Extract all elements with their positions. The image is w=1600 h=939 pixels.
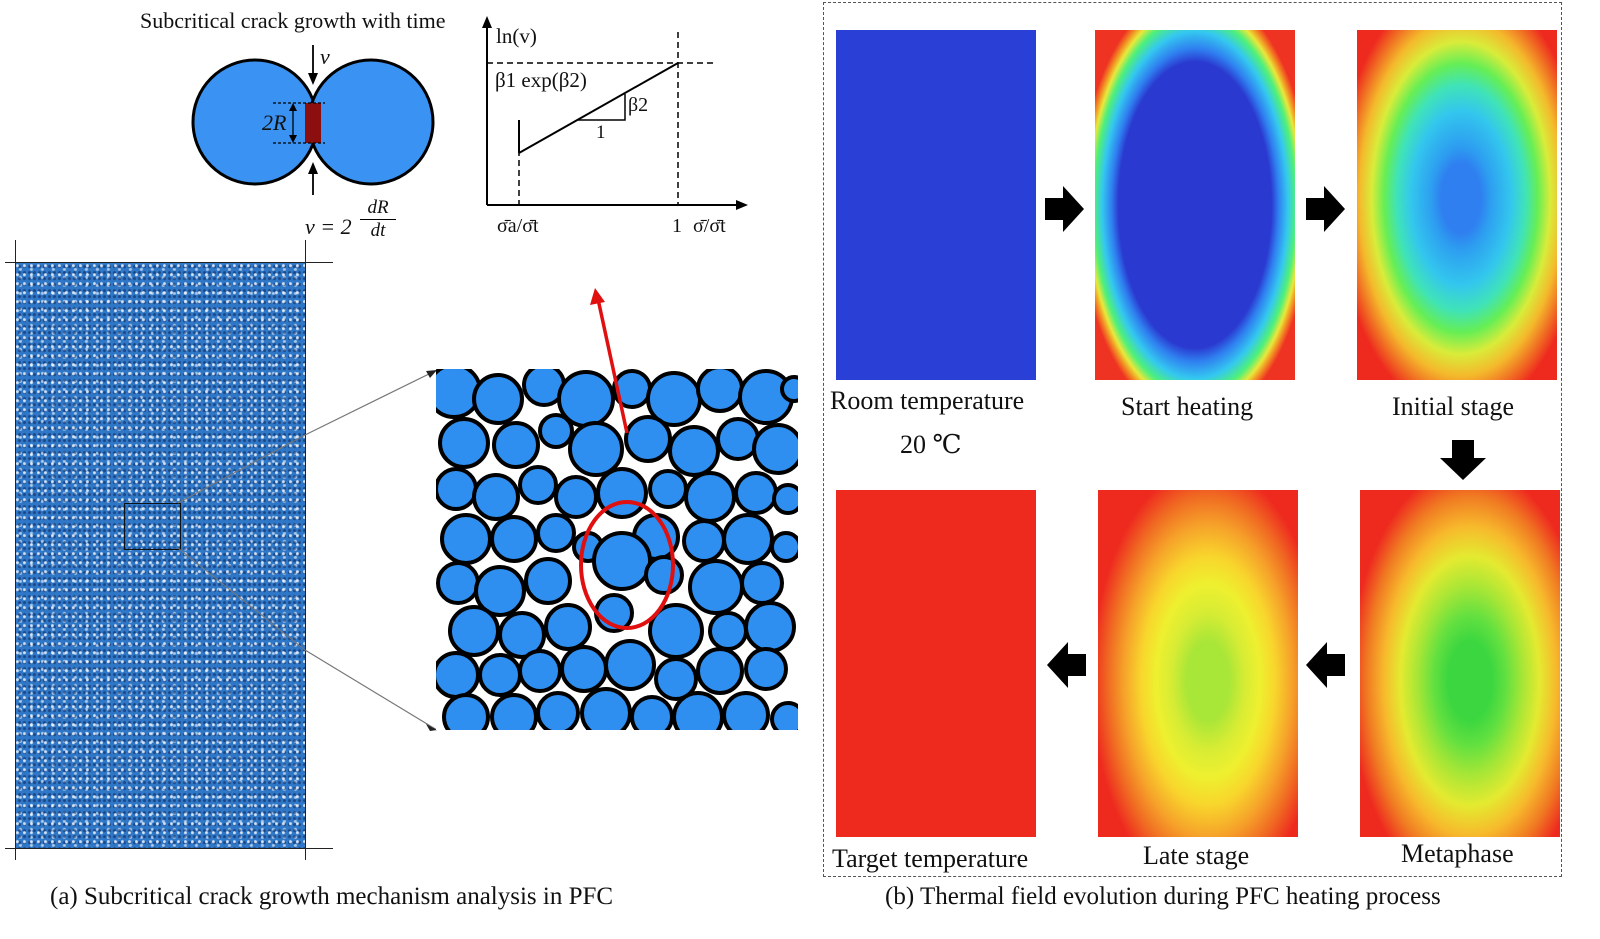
particle-bond-diagram	[191, 45, 435, 195]
field-room-temperature	[836, 30, 1036, 380]
field-late-stage	[1098, 490, 1298, 837]
field-initial-stage	[1357, 30, 1557, 380]
highlight-arrow	[590, 288, 629, 434]
label-metaphase: Metaphase	[1401, 839, 1514, 868]
particle	[744, 647, 788, 691]
graph-slope-label: β2	[628, 94, 649, 116]
platen-bottom-line	[5, 848, 333, 849]
graph-x-label: σ̄/σ̄t	[693, 215, 726, 237]
graph-run-label: 1	[596, 122, 606, 143]
velocity-formula: v = 2	[305, 214, 352, 239]
particle	[672, 691, 724, 730]
particle	[536, 691, 580, 730]
label-target-temperature: Target temperature	[832, 844, 1029, 873]
pfc-specimen	[16, 263, 305, 848]
highlight-ellipse	[579, 500, 675, 630]
particle	[518, 465, 558, 505]
arrow-left-1	[1306, 642, 1345, 688]
particle	[568, 421, 624, 477]
particle	[472, 473, 520, 521]
label-late-stage: Late stage	[1143, 841, 1250, 870]
velocity-label: v	[320, 44, 330, 69]
label-initial-stage: Initial stage	[1392, 392, 1515, 421]
particle	[772, 483, 798, 515]
field-target-temperature	[836, 490, 1036, 837]
particle	[536, 513, 576, 553]
formula-denominator: dt	[370, 220, 386, 241]
particle	[604, 639, 656, 691]
particle	[538, 413, 574, 449]
particle	[770, 531, 798, 563]
particle	[490, 515, 538, 563]
field-metaphase	[1360, 490, 1560, 837]
particle	[770, 701, 798, 730]
zoom-selection-box	[124, 503, 181, 550]
particle	[438, 417, 490, 469]
particle	[498, 611, 546, 659]
formula-numerator: dR	[360, 197, 396, 220]
particle	[524, 557, 572, 605]
particle	[448, 605, 500, 657]
graph-x-tick-1: 1	[672, 215, 682, 237]
particle	[442, 693, 490, 730]
particle	[696, 647, 744, 695]
particle	[668, 425, 720, 477]
panel-b-frame	[823, 2, 1562, 877]
particle	[654, 657, 698, 701]
particle	[780, 375, 798, 403]
graph-y-label: ln(v)	[496, 24, 537, 48]
arrow-down	[1440, 440, 1486, 480]
platen-top-line	[5, 262, 333, 263]
panel-a-caption: (a) Subcritical crack growth mechanism a…	[50, 883, 614, 910]
formula-fraction: dR dt	[360, 197, 396, 242]
particle	[722, 691, 770, 730]
ln-v-graph	[482, 16, 748, 210]
label-room-temp-value: 20 ℃	[900, 430, 962, 459]
particle	[490, 693, 538, 730]
mechanism-title: Subcritical crack growth with time	[140, 8, 446, 33]
particle	[544, 603, 592, 651]
particle	[752, 423, 798, 475]
arrow-right-1	[1045, 186, 1084, 232]
parallel-bond	[305, 103, 321, 143]
specimen-right-edge	[305, 240, 306, 860]
particle	[722, 513, 774, 565]
field-start-heating	[1095, 30, 1295, 380]
panel-b-caption: (b) Thermal field evolution during PFC h…	[885, 883, 1441, 910]
particle	[474, 565, 526, 617]
particle	[580, 687, 632, 730]
particle	[554, 475, 598, 519]
label-start-heating: Start heating	[1121, 392, 1254, 421]
specimen-left-edge	[15, 240, 16, 860]
label-room-temperature: Room temperature	[830, 386, 1025, 415]
graph-line-label: β1 exp(β2)	[495, 68, 587, 92]
particle	[518, 649, 562, 693]
particle	[492, 421, 540, 469]
zoomed-particles	[436, 369, 798, 730]
graph-x-tick-a: σ̄a/σ̄t	[497, 215, 539, 237]
arrow-right-2	[1306, 186, 1345, 232]
arrow-left-2	[1047, 642, 1086, 688]
particle	[624, 415, 672, 463]
particle	[472, 373, 524, 425]
radius-label: 2R	[262, 110, 287, 135]
